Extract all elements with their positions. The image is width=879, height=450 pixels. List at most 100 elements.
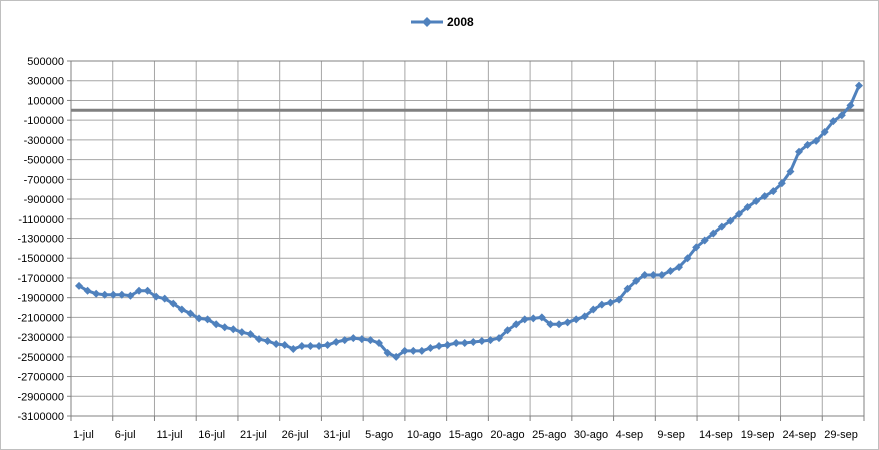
y-tick-label: -100000 [24,115,64,127]
y-tick-label: -2500000 [18,352,65,364]
gridlines [67,60,865,421]
data-point-marker [623,284,632,293]
data-point-marker [640,270,649,279]
data-point-marker [160,294,169,303]
legend: 2008 [411,15,474,29]
data-point-marker [563,318,572,327]
data-point-marker [537,313,546,322]
data-point-marker [469,338,478,347]
data-point-marker [837,111,846,120]
data-point-marker [580,312,589,321]
data-point-marker [597,300,606,309]
x-tick-label: 21-jul [240,429,267,441]
data-point-marker [520,315,529,324]
data-point-marker [606,298,615,307]
data-point-marker [83,286,92,295]
data-point-marker [340,336,349,345]
x-tick-label: 1-jul [73,429,94,441]
data-point-marker [152,292,161,301]
data-point-marker [400,346,409,355]
data-point-marker [495,334,503,343]
data-point-marker [323,341,332,349]
data-point-marker [349,334,358,343]
y-axis-tick-labels: 500000 300000 100000 -100000 -300000 -500000 -… [18,56,65,423]
data-point-marker [135,286,143,295]
x-tick-label: 16-jul [198,429,225,441]
data-point-marker [100,290,109,299]
data-point-marker [855,81,863,90]
x-tick-label: 9-sep [657,429,685,441]
data-point-marker [769,187,778,196]
data-point-marker [443,341,452,349]
legend-label-2008: 2008 [447,15,474,29]
x-tick-label: 14-sep [699,429,733,441]
data-point-marker [306,341,315,350]
x-tick-label: 26-jul [282,429,309,441]
data-point-marker [777,179,786,188]
data-point-marker [649,270,658,279]
y-tick-label: -2700000 [18,372,65,384]
data-point-marker [812,136,821,145]
data-point-marker [477,337,486,346]
data-point-marker [503,326,512,335]
y-tick-label: -2900000 [18,391,65,403]
data-point-marker [375,339,383,348]
data-point-marker [486,336,495,345]
data-point-marker [203,315,212,324]
y-tick-label: -1300000 [18,234,65,246]
data-point-marker [692,243,701,252]
data-point-marker [829,117,838,126]
data-point-marker [237,328,246,337]
data-point-marker [272,340,281,349]
data-point-marker [760,192,769,201]
x-tick-label: 25-ago [532,429,566,441]
data-point-marker [357,335,366,344]
data-point-marker [263,337,272,346]
data-point-marker [615,295,623,304]
data-point-marker [366,336,375,345]
data-point-marker [169,299,178,308]
data-point-marker [726,216,735,225]
plot-area [70,60,865,417]
data-point-marker [75,281,83,290]
x-tick-label: 5-ago [365,429,393,441]
data-point-marker [632,276,641,285]
data-point-marker [795,147,803,156]
data-point-marker [743,202,752,211]
data-point-marker [212,320,221,329]
data-point-marker [177,305,186,314]
data-point-marker [417,346,426,355]
data-point-marker [589,305,598,314]
data-point-marker [297,341,306,350]
x-tick-label: 11-jul [156,429,182,441]
data-point-marker [280,341,289,349]
data-point-marker [246,330,255,339]
y-tick-label: -500000 [24,155,64,167]
y-tick-label: -1700000 [18,273,65,285]
data-point-marker [255,335,263,344]
data-point-marker [572,315,581,324]
data-point-marker [109,290,118,299]
data-point-marker [426,343,435,352]
data-point-marker [683,254,692,263]
data-point-marker [435,341,443,350]
x-tick-label: 10-ago [407,429,441,441]
x-tick-label: 4-sep [616,429,644,441]
y-tick-label: -1900000 [18,293,65,305]
data-point-marker [195,314,203,323]
data-point-marker [666,267,675,276]
data-point-marker [126,291,135,300]
x-tick-label: 29-sep [824,429,858,441]
x-tick-label: 19-sep [741,429,775,441]
data-point-marker [92,289,101,298]
data-point-marker [529,314,538,323]
data-point-marker [657,270,666,279]
data-point-marker [315,341,323,350]
data-point-marker [452,339,461,348]
data-point-marker [383,348,392,357]
y-tick-label: 100000 [27,95,64,107]
x-tick-label: 30-ago [574,429,608,441]
x-tick-label: 31-jul [323,429,350,441]
x-tick-label: 15-ago [449,429,483,441]
